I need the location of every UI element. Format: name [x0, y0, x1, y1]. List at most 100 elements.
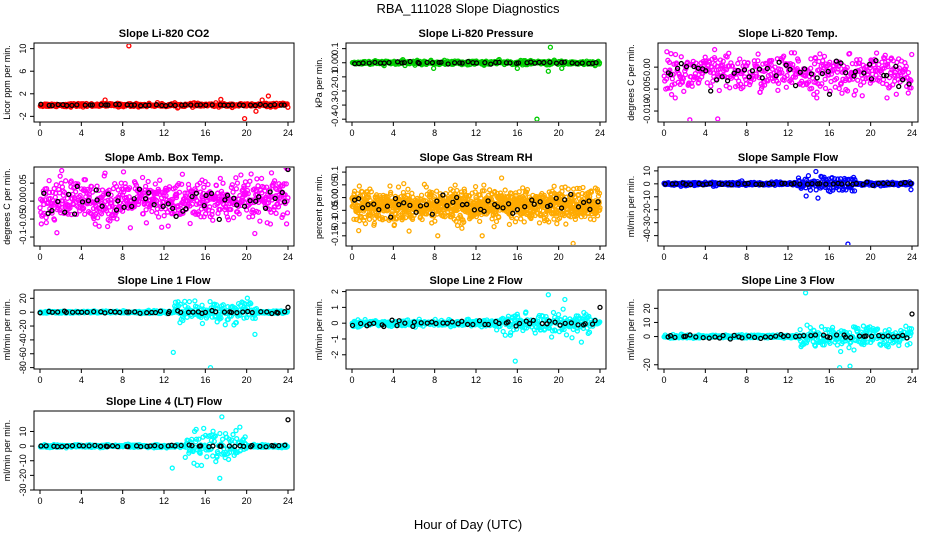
data-point [788, 79, 795, 86]
data-point [436, 59, 442, 66]
data-point [511, 327, 517, 333]
data-point [140, 211, 146, 217]
data-point [870, 182, 876, 188]
data-point [740, 84, 746, 90]
data-point [703, 68, 709, 74]
data-point [784, 72, 790, 79]
data-point [418, 192, 425, 198]
data-point [264, 309, 270, 315]
data-point [668, 51, 674, 57]
data-point [222, 322, 228, 328]
data-point [234, 310, 240, 316]
data-point [839, 181, 845, 187]
data-point [359, 205, 366, 211]
data-point [849, 188, 855, 194]
data-point [516, 189, 522, 195]
data-point [906, 81, 912, 87]
data-point [233, 175, 239, 181]
data-point-outlier [126, 44, 132, 49]
data-point [166, 184, 173, 190]
y-tick-label: 0 [18, 310, 28, 315]
data-point [833, 58, 840, 64]
data-point [902, 66, 908, 72]
data-point [839, 90, 845, 96]
data-point [505, 313, 512, 319]
y-tick-label: 10 [18, 44, 28, 54]
data-point [386, 59, 392, 66]
y-axis-label: Licor ppm per min. [2, 45, 12, 120]
data-point [79, 199, 86, 205]
data-point-outlier [285, 168, 291, 173]
data-point [41, 190, 47, 196]
data-point [93, 187, 99, 193]
x-tick-label: 4 [703, 252, 708, 262]
data-point [713, 77, 720, 83]
data-point [416, 60, 422, 67]
data-point [500, 328, 506, 335]
plot-frame [657, 166, 919, 247]
data-point [594, 213, 601, 219]
x-tick-label: 0 [661, 128, 666, 138]
x-tick-label: 24 [595, 128, 605, 138]
data-point [105, 191, 112, 197]
data-point [275, 310, 281, 316]
data-point [401, 200, 407, 206]
data-point [272, 195, 278, 202]
data-point [482, 60, 488, 66]
y-tick-label: -0.010 [642, 98, 652, 124]
data-point [256, 194, 262, 200]
data-point [559, 188, 565, 194]
data-point [672, 51, 679, 58]
data-point [706, 59, 713, 65]
data-point-outlier [687, 117, 693, 121]
data-point [678, 54, 684, 60]
data-point [188, 102, 194, 108]
data-point [198, 214, 204, 220]
data-point [120, 169, 127, 175]
data-point [94, 215, 101, 221]
data-point [588, 189, 595, 195]
series-samples [349, 44, 603, 121]
data-point [275, 204, 282, 210]
data-points [37, 168, 291, 237]
data-point [803, 193, 809, 199]
data-point-outlier [479, 233, 485, 239]
x-tick-label: 16 [824, 128, 834, 138]
data-point [478, 211, 485, 218]
data-point [63, 178, 69, 184]
y-tick-label: -40 [642, 229, 652, 242]
data-point [885, 63, 891, 70]
panel-title: Slope Line 1 Flow [118, 275, 211, 287]
x-tick-label: 24 [907, 252, 917, 262]
y-tick-label: 0 [330, 321, 340, 326]
data-point [432, 218, 438, 224]
data-point [126, 309, 132, 315]
data-point [133, 182, 140, 188]
data-point [731, 70, 737, 76]
panel-title: Slope Li-820 Pressure [419, 28, 534, 40]
x-tick-label: 8 [432, 252, 437, 262]
data-points [661, 168, 915, 245]
data-point [113, 207, 120, 213]
data-point [115, 198, 121, 204]
data-point [728, 182, 735, 188]
x-tick-label: 12 [471, 375, 481, 385]
data-point [733, 75, 739, 81]
data-point [192, 298, 198, 304]
x-tick-label: 16 [200, 375, 210, 385]
data-point [423, 184, 429, 190]
data-point [821, 53, 828, 60]
data-point [59, 184, 66, 190]
data-point [205, 181, 211, 188]
data-point [129, 203, 135, 209]
data-point [686, 80, 692, 86]
data-point [356, 183, 362, 189]
data-point [429, 211, 435, 217]
x-tick-label: 20 [242, 252, 252, 262]
data-point [189, 201, 195, 207]
data-point [68, 211, 75, 218]
data-point [819, 81, 825, 87]
data-point [196, 209, 202, 215]
data-point [673, 60, 680, 66]
